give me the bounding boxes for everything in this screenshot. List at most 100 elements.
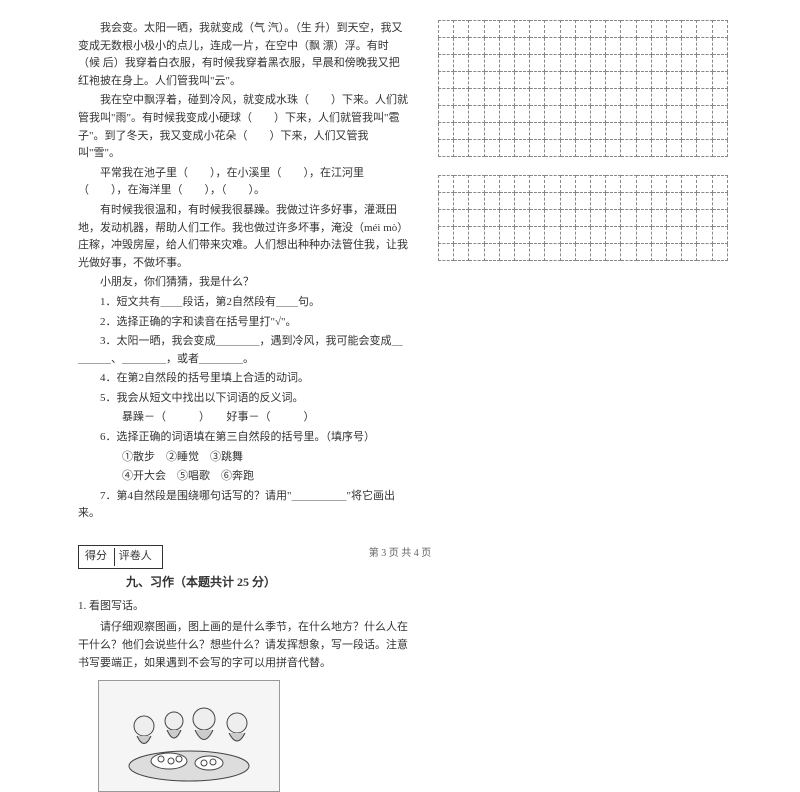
grid-cell (712, 210, 727, 227)
grid-cell (682, 140, 697, 157)
grid-cell (591, 227, 606, 244)
grid-cell (560, 140, 575, 157)
grid-cell (667, 227, 682, 244)
grid-cell (606, 89, 621, 106)
grid-cell (712, 193, 727, 210)
grid-cell (484, 38, 499, 55)
grid-cell (712, 72, 727, 89)
grid-cell (530, 176, 545, 193)
grid-cell (712, 227, 727, 244)
grid-cell (621, 193, 636, 210)
grid-cell (484, 244, 499, 261)
grid-cell (499, 227, 514, 244)
grid-cell (484, 72, 499, 89)
grid-cell (667, 193, 682, 210)
grid-cell (515, 89, 530, 106)
grid-cell (439, 38, 454, 55)
grid-cell (636, 227, 651, 244)
grid-cell (651, 55, 666, 72)
grid-cell (575, 72, 590, 89)
grid-cell (454, 21, 469, 38)
grid-cell (697, 55, 712, 72)
grid-cell (682, 176, 697, 193)
grid-cell (454, 140, 469, 157)
grid-cell (530, 55, 545, 72)
grid-cell (667, 176, 682, 193)
grid-cell (454, 72, 469, 89)
grid-cell (682, 106, 697, 123)
grid-cell (636, 193, 651, 210)
grid-cell (697, 210, 712, 227)
grid-cell (545, 89, 560, 106)
writing-grid-1 (438, 20, 728, 157)
grid-cell (484, 193, 499, 210)
grid-cell (591, 140, 606, 157)
grid-cell (439, 227, 454, 244)
grid-cell (682, 21, 697, 38)
grid-cell (606, 227, 621, 244)
grid-cell (484, 21, 499, 38)
grid-cell (651, 244, 666, 261)
grid-cell (621, 106, 636, 123)
grid-cell (545, 38, 560, 55)
grid-cell (621, 38, 636, 55)
section-9-prompt: 请仔细观察图画，图上画的是什么季节，在什么地方？什么人在干什么？他们会说些什么？… (78, 619, 408, 672)
grid-cell (484, 106, 499, 123)
grid-cell (712, 21, 727, 38)
question-6a: ①散步 ②睡觉 ③跳舞 (78, 449, 408, 467)
grid-cell (682, 193, 697, 210)
grid-cell (530, 106, 545, 123)
grid-cell (545, 176, 560, 193)
grid-cell (545, 193, 560, 210)
grid-cell (439, 176, 454, 193)
grid-cell (591, 89, 606, 106)
grid-cell (499, 55, 514, 72)
question-1: 1．短文共有＿＿段话，第2自然段有＿＿句。 (78, 294, 408, 312)
grid-cell (636, 176, 651, 193)
grid-cell (469, 21, 484, 38)
grid-cell (530, 72, 545, 89)
grid-cell (591, 106, 606, 123)
grid-cell (484, 210, 499, 227)
grid-cell (575, 140, 590, 157)
grid-cell (439, 193, 454, 210)
grid-cell (621, 244, 636, 261)
question-6b: ④开大会 ⑤唱歌 ⑥奔跑 (78, 468, 408, 486)
grid-cell (530, 21, 545, 38)
grid-cell (454, 210, 469, 227)
grid-cell (499, 244, 514, 261)
grid-cell (454, 38, 469, 55)
grid-cell (545, 210, 560, 227)
grid-cell (575, 227, 590, 244)
grid-cell (606, 193, 621, 210)
writing-grid-2 (438, 175, 728, 261)
grid-cell (545, 140, 560, 157)
grid-cell (682, 38, 697, 55)
grid-cell (575, 55, 590, 72)
page-footer: 第 3 页 共 4 页 (0, 544, 800, 559)
grid-cell (575, 89, 590, 106)
grid-cell (621, 176, 636, 193)
grid-cell (697, 123, 712, 140)
grid-cell (712, 38, 727, 55)
grid-cell (515, 38, 530, 55)
grid-cell (591, 21, 606, 38)
grid-cell (712, 244, 727, 261)
grid-cell (667, 21, 682, 38)
grid-cell (454, 89, 469, 106)
grid-cell (530, 38, 545, 55)
grid-cell (499, 193, 514, 210)
grid-cell (454, 55, 469, 72)
grid-cell (439, 106, 454, 123)
grid-cell (591, 193, 606, 210)
grid-cell (621, 210, 636, 227)
grid-cell (469, 106, 484, 123)
grid-cell (575, 21, 590, 38)
grid-cell (606, 176, 621, 193)
grid-cell (560, 38, 575, 55)
grid-cell (667, 210, 682, 227)
grid-cell (469, 38, 484, 55)
grid-cell (560, 72, 575, 89)
passage-p4: 有时候我很温和，有时候我很暴躁。我做过许多好事，灌溉田地，发动机器，帮助人们工作… (78, 202, 408, 272)
grid-cell (439, 123, 454, 140)
